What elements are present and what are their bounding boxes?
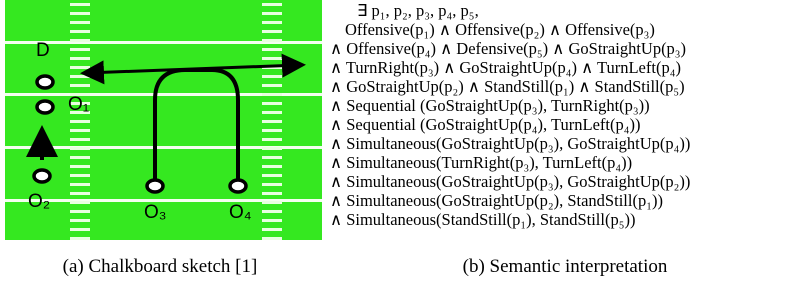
player-label: O₄ (229, 202, 252, 223)
formula-line: ∧ GoStraightUp(p₂) ∧ StandStill(p₁) ∧ St… (330, 77, 685, 96)
caption: (b) Semantic interpretation (463, 256, 668, 277)
formula: ∃ p₁, p₂, p₃, p₄, p₅, Offensive(p₁) ∧ Of… (330, 1, 690, 229)
formula-line: ∧ Sequential (GoStraightUp(p₄), TurnLeft… (330, 115, 640, 134)
formula-line: Offensive(p₁) ∧ Offensive(p₂) ∧ Offensiv… (345, 20, 655, 39)
formula-line: ∧ Simultaneous(TurnRight(p₃), TurnLeft(p… (330, 153, 632, 172)
formula-line: ∧ Simultaneous(StandStill(p₁), StandStil… (330, 210, 635, 229)
field: D O₁ O₂ O₃ O₄ (5, 0, 322, 240)
formula-line: ∧ Offensive(p₄) ∧ Defensive(p₅) ∧ GoStra… (330, 39, 686, 58)
player-label: O₁ (68, 94, 89, 115)
player-label: O₃ (144, 202, 167, 223)
formula-line: ∧ Simultaneous(GoStraightUp(p₂), StandSt… (330, 191, 663, 210)
formula-line: ∧ Simultaneous(GoStraightUp(p₃), GoStrai… (330, 172, 690, 191)
figure: D O₁ O₂ O₃ O₄ (a) Chalkboard sketch [1] … (0, 0, 806, 283)
player-label: D (36, 40, 50, 61)
formula-line: ∧ TurnRight(p₃) ∧ GoStraightUp(p₄) ∧ Tur… (330, 58, 681, 77)
formula-line: ∧ Simultaneous(GoStraightUp(p₃), GoStrai… (330, 134, 690, 153)
player-label: O₂ (28, 191, 50, 212)
formula-line: ∧ Sequential (GoStraightUp(p₃), TurnRigh… (330, 96, 650, 115)
formula-line: ∃ p₁, p₂, p₃, p₄, p₅, (357, 1, 479, 20)
caption: (a) Chalkboard sketch [1] (63, 256, 258, 277)
